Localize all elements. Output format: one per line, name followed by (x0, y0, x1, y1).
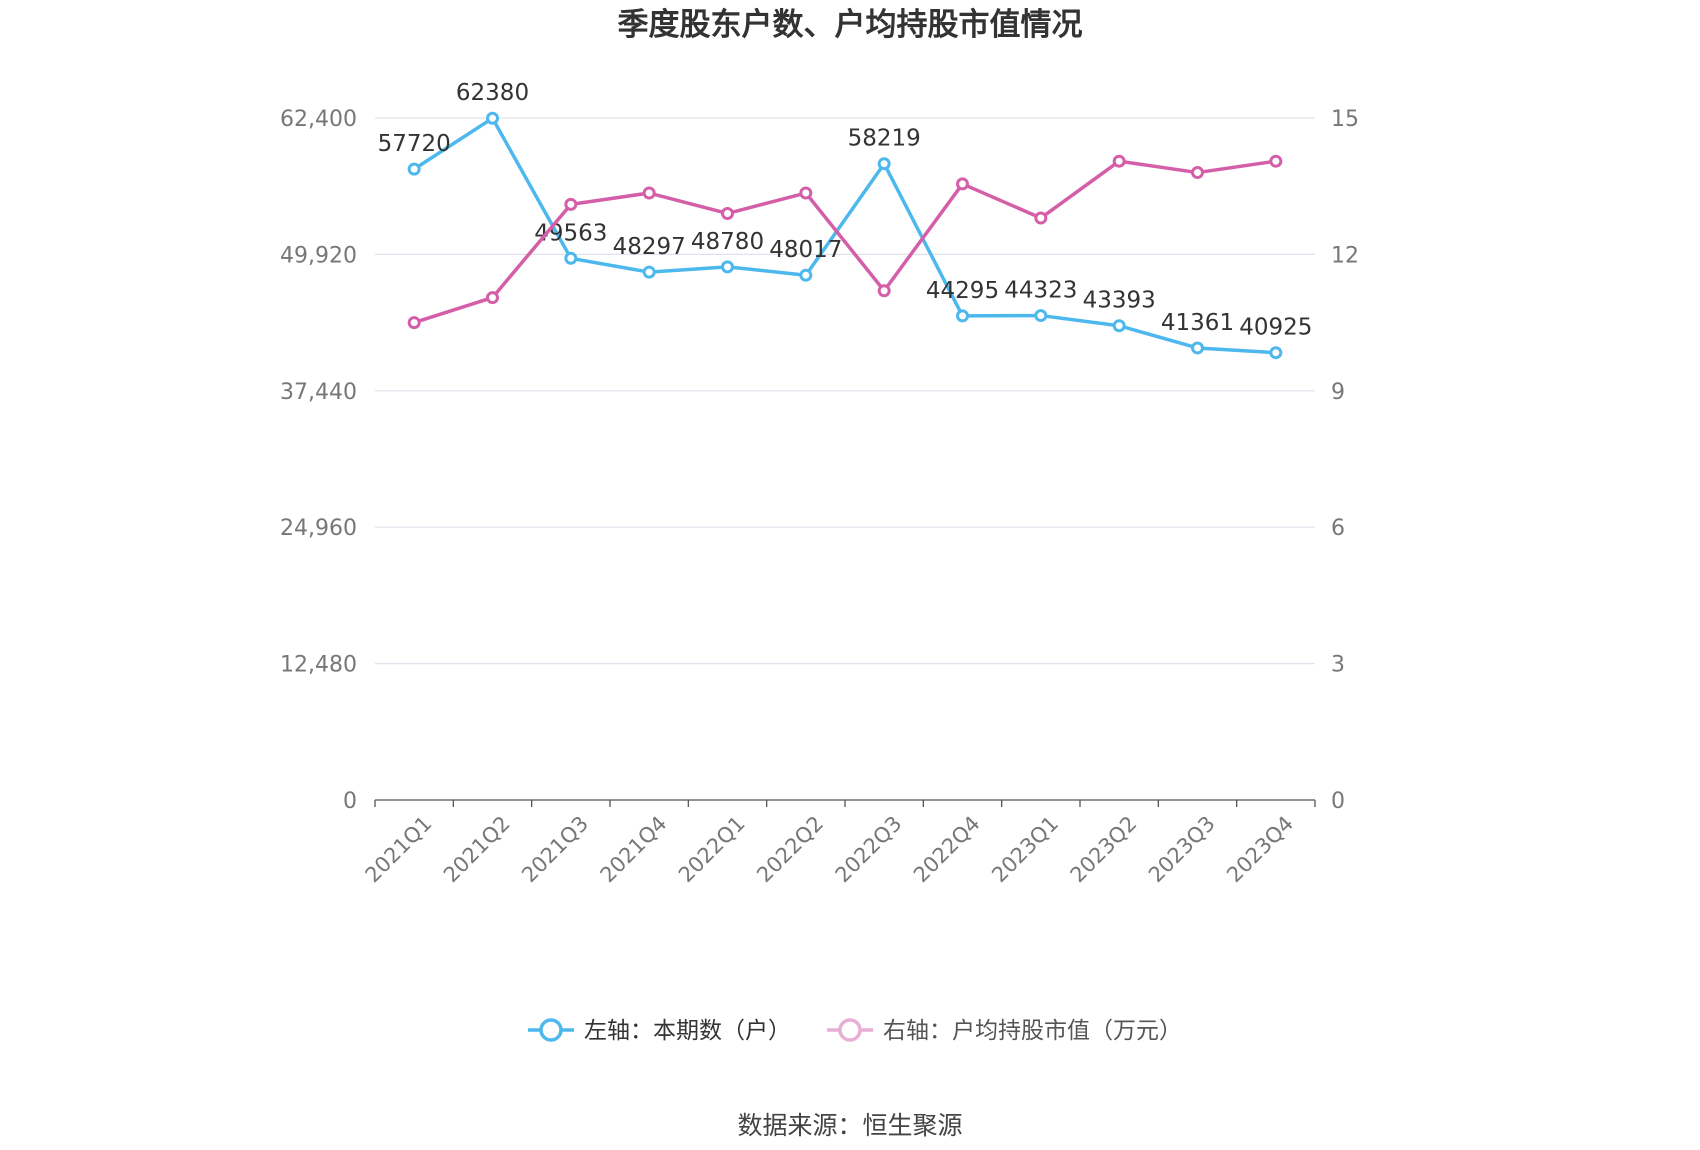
data-label: 40925 (1239, 315, 1312, 341)
data-point[interactable] (486, 291, 499, 305)
series-2 (407, 154, 1283, 330)
x-tick-label: 2023Q3 (1144, 811, 1220, 887)
right-tick-label: 6 (1331, 516, 1345, 541)
legend-label: 右轴：户均持股市值（万元） (883, 1018, 1182, 1044)
legend-marker (539, 1018, 563, 1042)
data-point[interactable] (721, 206, 734, 220)
data-label: 44323 (1004, 278, 1077, 304)
data-source: 数据来源：恒生聚源 (737, 1111, 962, 1140)
series-line (413, 159, 1277, 325)
left-tick-label: 0 (343, 789, 357, 814)
data-point[interactable] (642, 186, 656, 200)
grid-lines (375, 117, 1315, 665)
x-tick-label: 2021Q1 (361, 811, 437, 887)
x-tick-label: 2022Q1 (674, 811, 750, 887)
left-tick-label: 49,920 (280, 243, 357, 268)
data-point[interactable] (799, 268, 813, 282)
data-label: 41361 (1161, 310, 1234, 336)
data-point[interactable] (1034, 309, 1048, 323)
left-tick-label: 37,440 (280, 380, 357, 405)
data-label: 62380 (456, 80, 529, 106)
chart-title: 季度股东户数、户均持股市值情况 (618, 7, 1083, 43)
right-axis: 0 3 6 9 12 15 (1331, 107, 1359, 814)
data-point[interactable] (1112, 319, 1126, 333)
data-label: 58219 (848, 126, 921, 152)
data-label: 48297 (613, 234, 686, 260)
x-tick-label: 2021Q3 (517, 811, 593, 887)
legend-marker (838, 1018, 862, 1042)
data-label: 57720 (378, 131, 451, 157)
x-tick-label: 2022Q2 (752, 811, 828, 887)
data-point[interactable] (1269, 154, 1283, 168)
x-tick-label: 2022Q3 (831, 811, 907, 887)
data-point[interactable] (407, 316, 421, 330)
data-point[interactable] (877, 157, 891, 171)
data-point[interactable] (1191, 341, 1204, 355)
right-tick-label: 9 (1331, 380, 1345, 405)
data-label: 43393 (1083, 288, 1156, 314)
data-label: 48017 (769, 237, 842, 263)
data-point[interactable] (407, 162, 421, 176)
left-tick-label: 12,480 (280, 653, 357, 678)
data-point[interactable] (956, 309, 969, 323)
data-label: 48780 (691, 229, 764, 255)
data-point[interactable] (877, 284, 891, 298)
x-tick-label: 2021Q4 (596, 811, 672, 887)
x-tick-label: 2021Q2 (439, 811, 515, 887)
legend-item[interactable]: 右轴：户均持股市值（万元） (827, 1018, 1182, 1044)
data-point[interactable] (1112, 154, 1126, 168)
data-point[interactable] (564, 251, 578, 265)
right-tick-label: 12 (1331, 243, 1359, 268)
data-point[interactable] (564, 197, 578, 211)
x-axis: 2021Q1 2021Q2 2021Q3 2021Q4 2022Q1 2022Q2 2022… (361, 799, 1316, 887)
right-tick-label: 15 (1331, 107, 1359, 132)
legend-label: 左轴：本期数（户） (584, 1018, 791, 1044)
x-tick-label: 2023Q4 (1222, 811, 1298, 887)
data-point[interactable] (799, 186, 813, 200)
data-point[interactable] (1034, 211, 1048, 225)
x-tick-label: 2023Q2 (1066, 811, 1142, 887)
data-point[interactable] (642, 265, 656, 279)
data-point[interactable] (486, 111, 499, 125)
data-point[interactable] (1191, 166, 1204, 180)
series-line (413, 116, 1276, 355)
right-tick-label: 0 (1331, 789, 1345, 814)
data-point[interactable] (721, 260, 734, 274)
legend-item[interactable]: 左轴：本期数（户） (528, 1018, 791, 1044)
left-tick-label: 62,400 (280, 107, 357, 132)
x-tick-label: 2022Q4 (909, 811, 985, 887)
data-point[interactable] (956, 177, 969, 191)
left-axis: 0 12,480 24,960 37,440 49,920 62,400 (280, 107, 357, 814)
data-label: 44295 (926, 278, 999, 304)
right-tick-label: 3 (1331, 653, 1345, 678)
left-tick-label: 24,960 (280, 516, 357, 541)
legend[interactable]: 左轴：本期数（户） 右轴：户均持股市值（万元） (528, 1018, 1182, 1044)
data-point[interactable] (1269, 346, 1283, 360)
x-tick-label: 2023Q1 (987, 811, 1063, 887)
